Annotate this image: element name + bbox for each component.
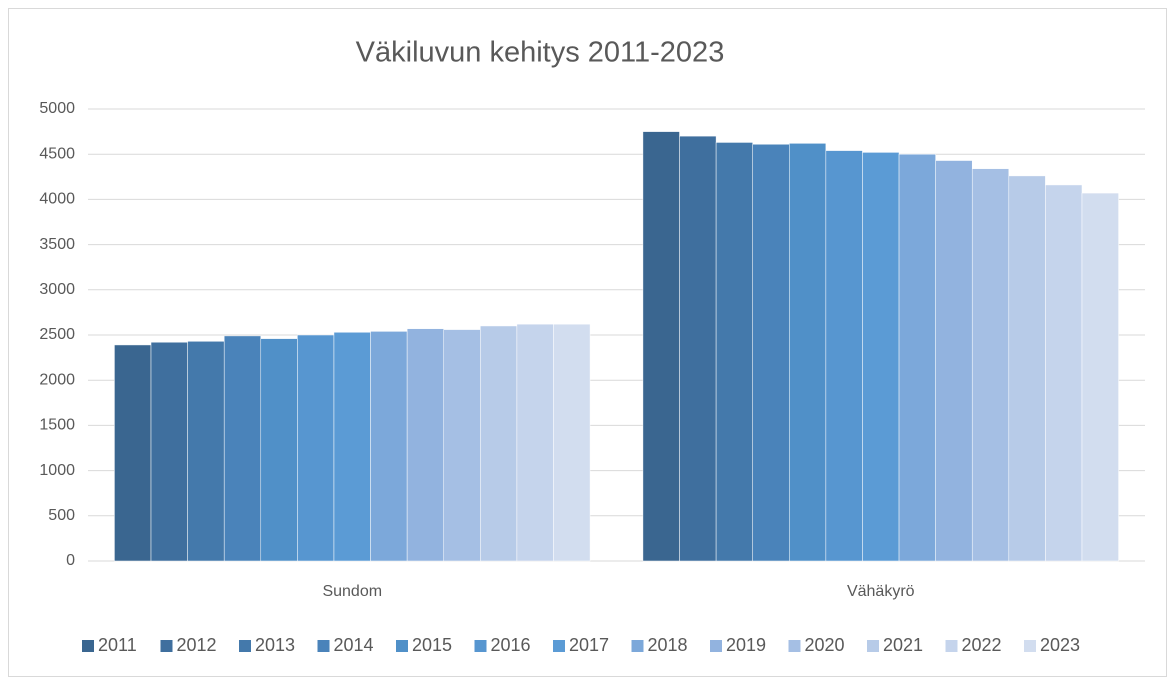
- bar: [114, 344, 152, 562]
- legend-swatch: [710, 640, 722, 652]
- bar: [553, 323, 591, 562]
- legend-label: 2021: [883, 635, 923, 655]
- bar: [187, 341, 225, 562]
- y-tick-label: 3500: [39, 236, 75, 253]
- legend-label: 2018: [648, 635, 688, 655]
- bar: [260, 338, 298, 562]
- legend-label: 2011: [98, 635, 137, 655]
- y-tick-label: 4000: [39, 191, 75, 208]
- x-tick-label: Sundom: [322, 583, 382, 600]
- legend-label: 2015: [412, 635, 452, 655]
- bar: [223, 335, 262, 562]
- legend-swatch: [788, 640, 801, 652]
- chart-title: Väkiluvun kehitys 2011-2023: [356, 37, 725, 69]
- legend-swatch: [867, 640, 879, 652]
- legend-label: 2017: [569, 635, 609, 655]
- bar: [1045, 184, 1083, 562]
- bar: [1008, 175, 1046, 562]
- bar: [480, 325, 518, 562]
- y-tick-label: 5000: [39, 100, 75, 117]
- bar: [825, 150, 863, 562]
- legend-swatch: [631, 640, 644, 652]
- bar: [715, 142, 753, 562]
- legend-swatch: [160, 640, 173, 652]
- legend-swatch: [82, 640, 94, 652]
- y-tick-label: 500: [48, 507, 75, 524]
- legend-label: 2022: [962, 635, 1002, 655]
- bar: [443, 329, 481, 562]
- legend-label: 2014: [334, 635, 374, 655]
- legend-swatch: [1024, 640, 1036, 652]
- bar: [1081, 192, 1119, 562]
- bar: [679, 135, 717, 562]
- bar: [935, 160, 973, 562]
- legend-swatch: [317, 640, 330, 652]
- legend-swatch: [474, 640, 487, 652]
- legend-swatch: [396, 640, 408, 652]
- bar: [898, 153, 936, 562]
- bar: [862, 152, 900, 562]
- bar: [516, 323, 554, 562]
- y-tick-label: 1500: [39, 417, 75, 434]
- bar: [406, 328, 444, 562]
- y-tick-label: 0: [66, 552, 75, 569]
- legend-swatch: [553, 640, 565, 652]
- legend-label: 2012: [177, 635, 217, 655]
- legend-label: 2019: [726, 635, 766, 655]
- bar: [752, 144, 790, 562]
- legend-swatch: [239, 640, 251, 652]
- legend-swatch: [945, 640, 958, 652]
- bar: [333, 332, 371, 562]
- bar: [297, 334, 335, 562]
- y-tick-label: 3000: [39, 281, 75, 298]
- y-tick-label: 4500: [39, 145, 75, 162]
- bar: [971, 168, 1010, 562]
- legend-label: 2013: [255, 635, 295, 655]
- legend-label: 2023: [1040, 635, 1080, 655]
- y-tick-label: 1000: [39, 462, 75, 479]
- bar: [150, 341, 188, 562]
- legend-label: 2020: [805, 635, 845, 655]
- bar: [642, 131, 680, 562]
- y-tick-label: 2000: [39, 371, 75, 388]
- bar: [370, 331, 408, 562]
- y-tick-label: 2500: [39, 326, 75, 343]
- bar: [789, 143, 827, 562]
- x-tick-label: Vähäkyrö: [847, 583, 915, 600]
- legend-label: 2016: [491, 635, 531, 655]
